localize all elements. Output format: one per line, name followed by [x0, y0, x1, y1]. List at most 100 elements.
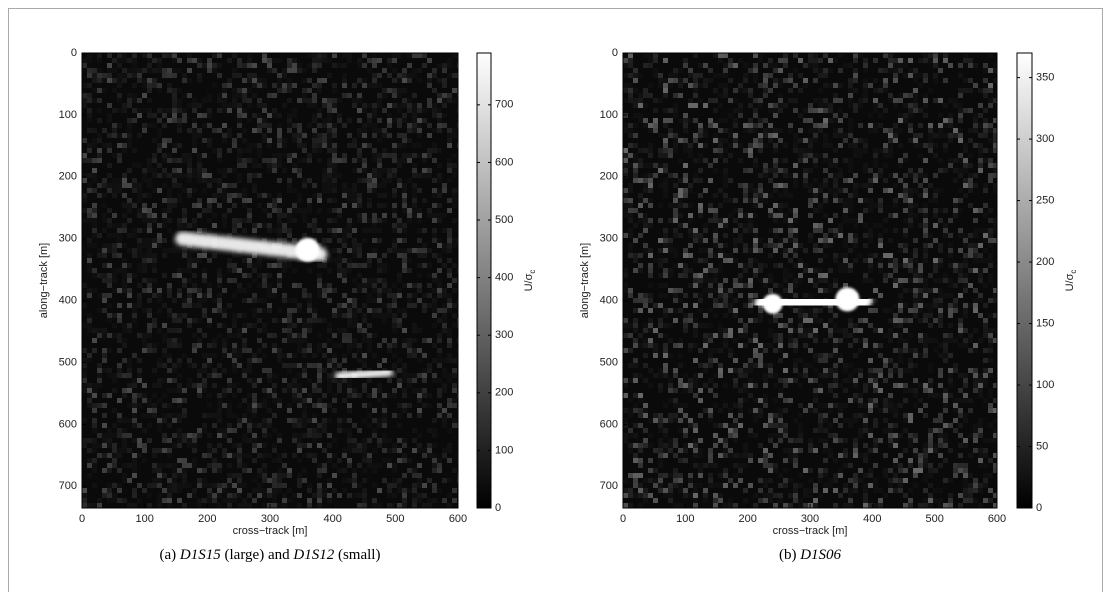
noise-cell	[342, 78, 347, 83]
noise-cell	[207, 173, 212, 178]
noise-cell	[658, 73, 663, 78]
noise-cell	[277, 358, 282, 363]
noise-cell	[262, 428, 267, 433]
noise-cell	[87, 323, 92, 328]
noise-cell	[197, 103, 202, 108]
noise-cell	[372, 353, 377, 358]
noise-cell	[442, 68, 447, 73]
noise-cell	[422, 368, 427, 373]
noise-cell	[648, 173, 653, 178]
noise-cell	[663, 193, 668, 198]
noise-cell	[442, 358, 447, 363]
noise-cell	[162, 113, 167, 118]
noise-cell	[107, 263, 112, 268]
noise-cell	[863, 93, 868, 98]
noise-cell	[843, 263, 848, 268]
noise-cell	[242, 483, 247, 488]
noise-cell	[623, 318, 628, 323]
noise-cell	[252, 263, 257, 268]
noise-cell	[863, 88, 868, 93]
noise-cell	[237, 448, 242, 453]
noise-cell	[447, 58, 452, 63]
noise-cell	[282, 143, 287, 148]
noise-cell	[197, 338, 202, 343]
noise-cell	[993, 148, 997, 153]
noise-cell	[357, 358, 362, 363]
noise-cell	[908, 58, 913, 63]
noise-cell	[207, 58, 212, 63]
noise-cell	[437, 188, 442, 193]
noise-cell	[347, 343, 352, 348]
noise-cell	[112, 243, 117, 248]
noise-cell	[252, 423, 257, 428]
noise-cell	[337, 63, 342, 68]
noise-cell	[402, 373, 407, 378]
noise-cell	[87, 328, 92, 333]
noise-cell	[242, 398, 247, 403]
noise-cell	[853, 108, 858, 113]
noise-cell	[207, 343, 212, 348]
noise-cell	[968, 243, 973, 248]
noise-cell	[122, 373, 127, 378]
noise-cell	[863, 98, 868, 103]
noise-cell	[197, 128, 202, 133]
noise-cell	[643, 163, 648, 168]
noise-cell	[778, 58, 783, 63]
noise-cell	[843, 208, 848, 213]
noise-cell	[227, 193, 232, 198]
noise-cell	[362, 448, 367, 453]
noise-cell	[97, 58, 102, 63]
noise-cell	[257, 493, 262, 498]
noise-cell	[903, 153, 908, 158]
noise-cell	[963, 178, 968, 183]
noise-cell	[688, 253, 693, 258]
noise-cell	[277, 88, 282, 93]
noise-cell	[743, 128, 748, 133]
noise-cell	[147, 248, 152, 253]
noise-cell	[227, 148, 232, 153]
noise-cell	[392, 148, 397, 153]
noise-cell	[167, 488, 172, 493]
noise-cell	[437, 268, 442, 273]
noise-cell	[147, 223, 152, 228]
noise-cell	[172, 73, 177, 78]
noise-cell	[137, 393, 142, 398]
noise-cell	[247, 213, 252, 218]
noise-cell	[217, 278, 222, 283]
noise-cell	[422, 53, 427, 58]
noise-cell	[327, 188, 332, 193]
noise-cell	[853, 223, 858, 228]
noise-cell	[347, 338, 352, 343]
noise-cell	[908, 318, 913, 323]
noise-cell	[327, 298, 332, 303]
noise-cell	[628, 153, 633, 158]
noise-cell	[212, 338, 217, 343]
noise-cell	[292, 383, 297, 388]
noise-cell	[332, 183, 337, 188]
noise-cell	[227, 383, 232, 388]
noise-cell	[387, 123, 392, 128]
noise-cell	[292, 393, 297, 398]
noise-cell	[142, 213, 147, 218]
noise-cell	[202, 428, 207, 433]
noise-cell	[743, 193, 748, 198]
noise-cell	[427, 368, 432, 373]
noise-cell	[172, 433, 177, 438]
noise-cell	[407, 63, 412, 68]
noise-cell	[107, 218, 112, 223]
noise-cell	[247, 468, 252, 473]
noise-cell	[628, 133, 633, 138]
noise-cell	[983, 63, 988, 68]
noise-cell	[978, 293, 983, 298]
noise-cell	[828, 318, 833, 323]
noise-cell	[417, 213, 422, 218]
noise-cell	[82, 178, 87, 183]
noise-cell	[863, 198, 868, 203]
noise-cell	[332, 103, 337, 108]
noise-cell	[908, 263, 913, 268]
noise-cell	[397, 218, 402, 223]
noise-cell	[157, 493, 162, 498]
noise-cell	[332, 313, 337, 318]
noise-cell	[127, 143, 132, 148]
noise-cell	[733, 138, 738, 143]
